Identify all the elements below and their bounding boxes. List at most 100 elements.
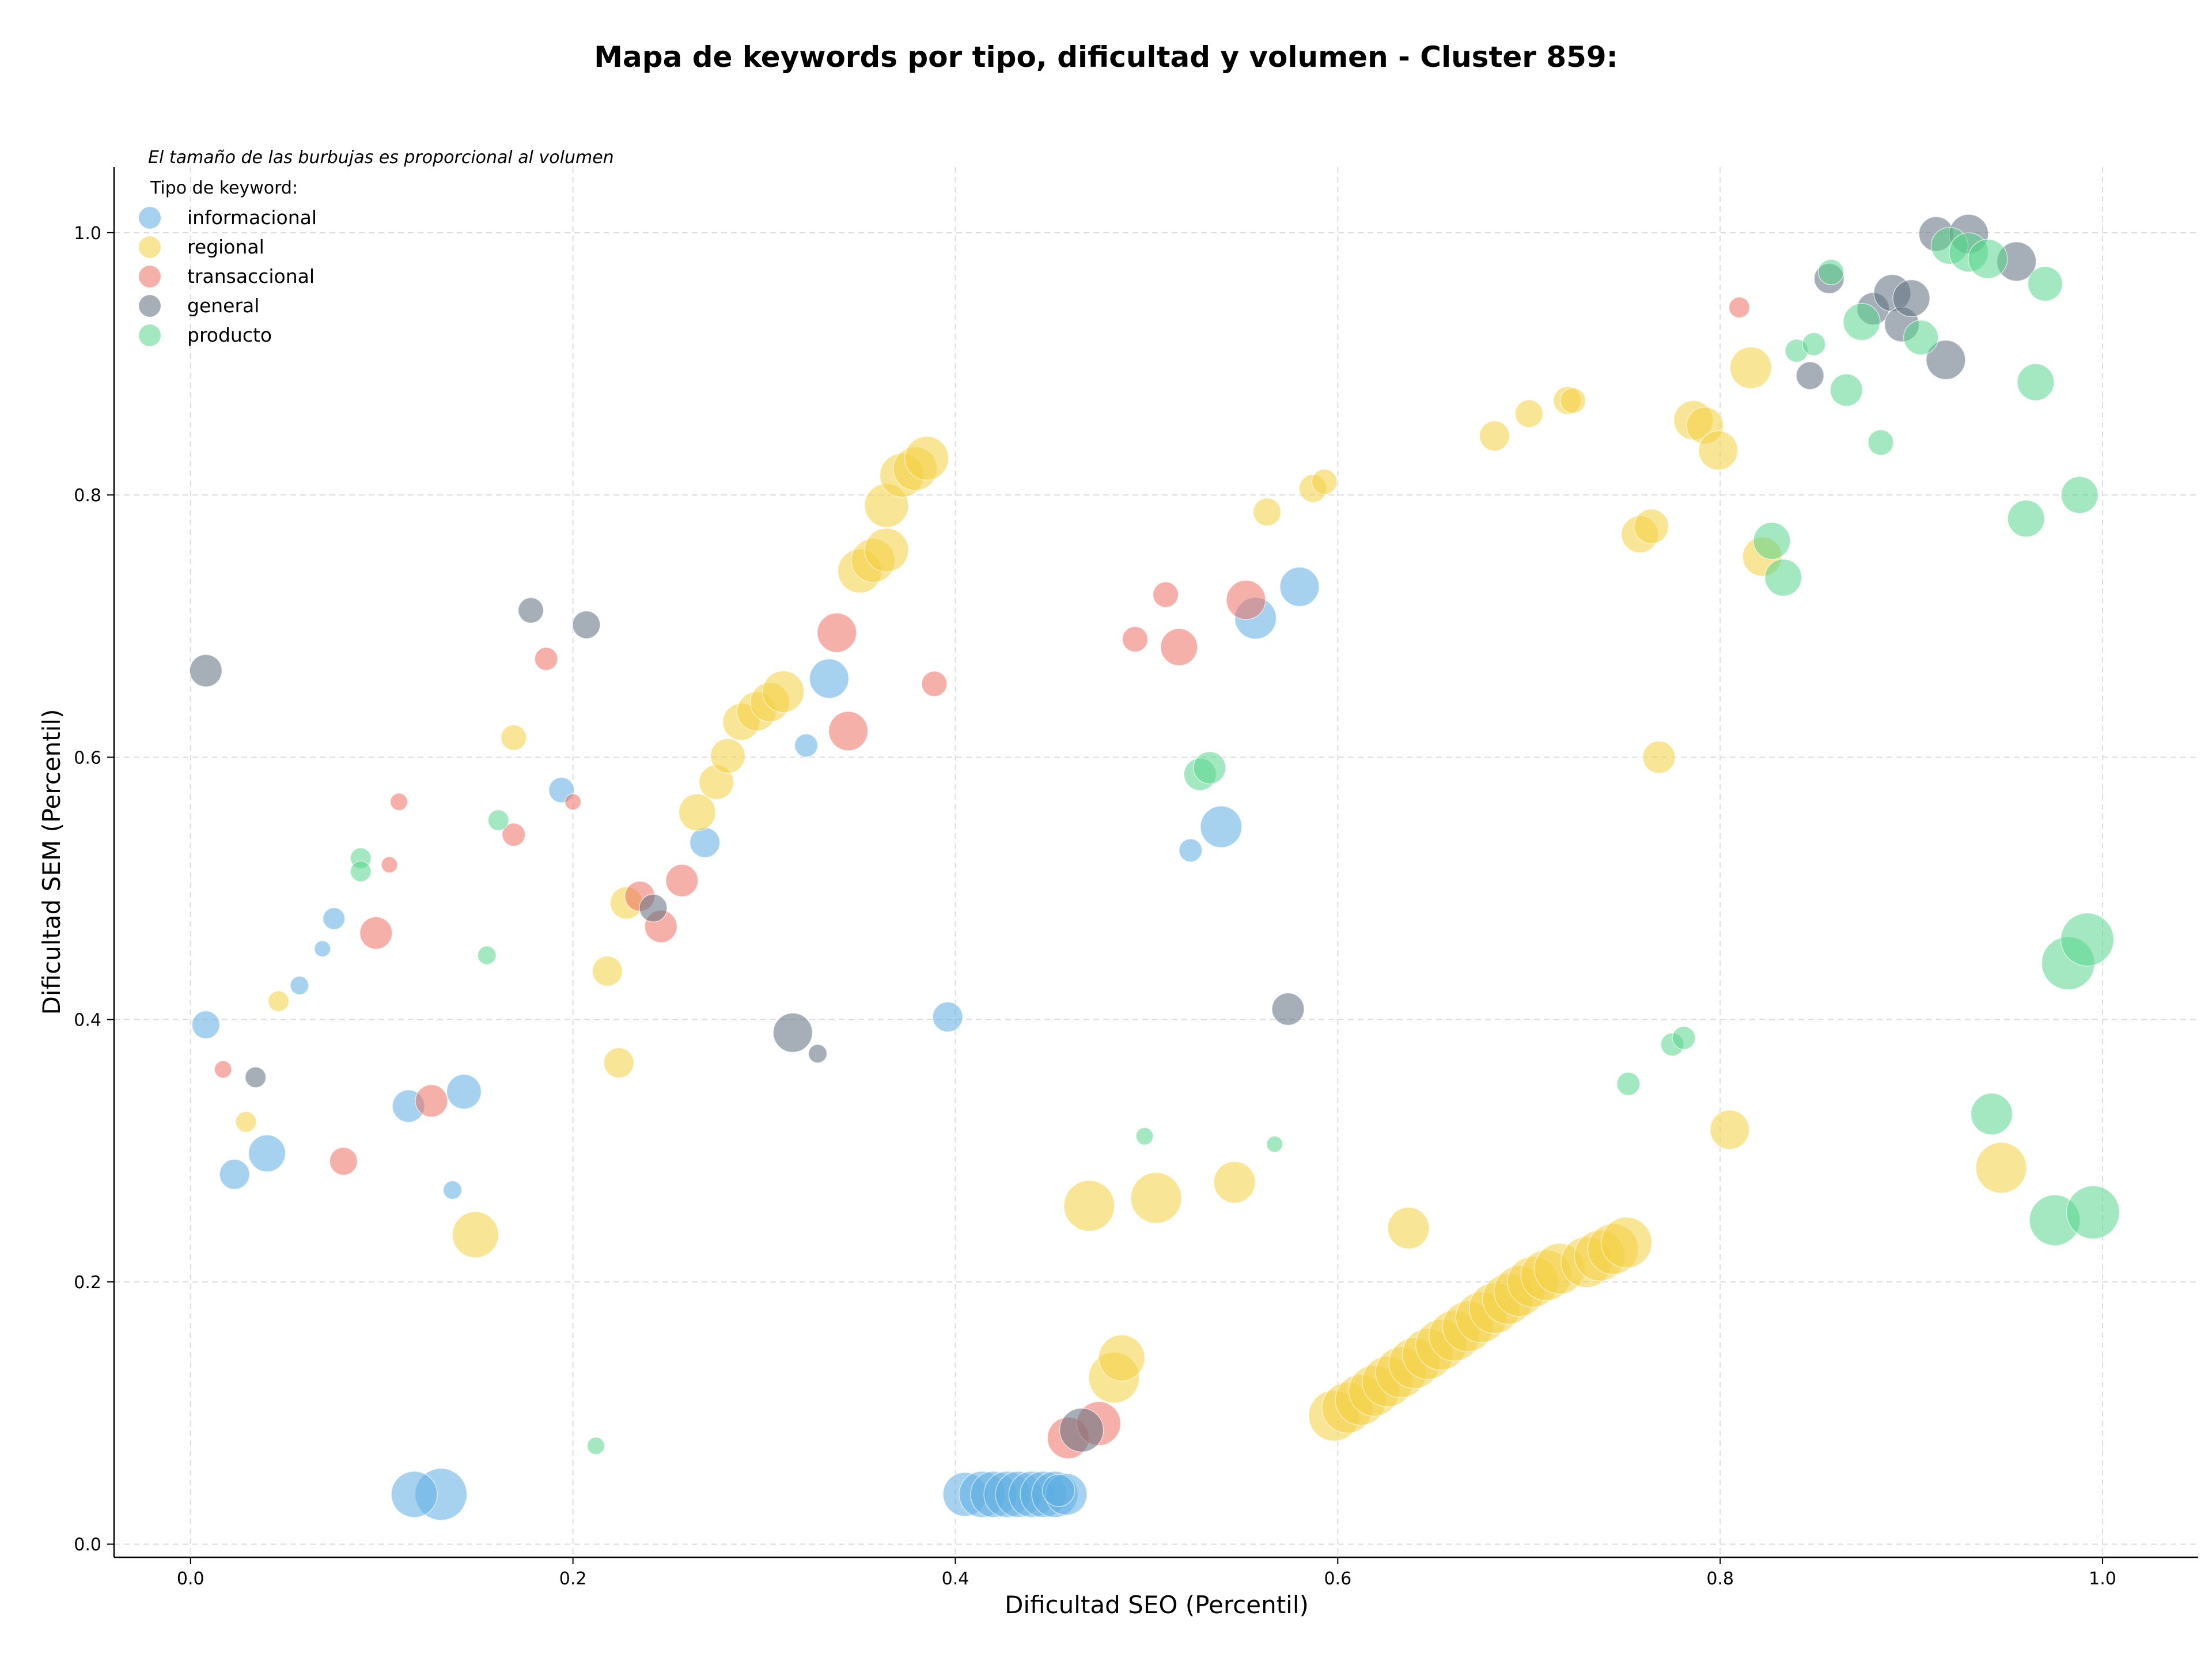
bubble-transaccional [501, 822, 526, 847]
bubble-transaccional [1226, 580, 1266, 620]
bubble-general [244, 1066, 267, 1088]
bubble-transaccional [665, 864, 699, 898]
legend-label: regional [187, 236, 264, 258]
legend-swatch [139, 324, 161, 346]
chart-title: Mapa de keywords por tipo, dificultad y … [594, 40, 1618, 74]
y-tick-label: 0.2 [74, 1273, 101, 1293]
bubble-informacional [442, 1180, 463, 1200]
y-axis-label: Dificultad SEM (Percentil) [37, 709, 66, 1015]
bubble-transaccional [921, 671, 948, 697]
bubble-regional [1633, 508, 1669, 544]
bubble-transaccional [415, 1084, 448, 1118]
series-regional [235, 346, 2027, 1441]
bubble-regional [1387, 1206, 1430, 1250]
bubble-producto [1903, 320, 1939, 355]
bubble-informacional [1178, 838, 1203, 862]
bubble-informacional [191, 1011, 221, 1039]
grid-lines [114, 167, 2198, 1557]
bubble-regional [1698, 430, 1738, 471]
bubble-producto [1193, 751, 1226, 785]
legend-label: transaccional [187, 265, 315, 287]
bubble-general [189, 654, 223, 687]
bubble-informacional [290, 975, 309, 996]
legend-title: Tipo de keyword: [150, 178, 298, 198]
bubble-regional [678, 793, 717, 831]
legend-items: informacional regional transaccional genera… [137, 203, 614, 350]
bubble-regional [1600, 1216, 1653, 1269]
axes [107, 167, 2198, 1564]
bubble-transaccional [828, 711, 869, 751]
bubble-general [517, 597, 544, 624]
bubble-producto [1672, 1026, 1696, 1050]
legend-item-general: general [137, 291, 614, 320]
legend: El tamaño de las burbujas es proporciona… [137, 147, 614, 350]
bubble-producto [1764, 558, 1802, 597]
y-tick-label: 0.0 [74, 1535, 101, 1555]
bubble-producto [2017, 363, 2055, 402]
bubble-producto [477, 945, 497, 965]
bubble-transaccional [534, 646, 558, 671]
legend-item-producto: producto [137, 320, 614, 350]
bubble-general [1059, 1408, 1104, 1452]
y-tick-label: 0.6 [74, 748, 101, 768]
bubble-informacional [794, 733, 819, 758]
bubble-producto [2007, 500, 2046, 538]
x-tick-label: 0.8 [1706, 1569, 1734, 1589]
bubble-producto [487, 809, 509, 831]
bubble-producto [586, 1436, 605, 1455]
bubble-informacional [809, 659, 850, 699]
bubble-regional [864, 527, 909, 573]
bubble-regional [452, 1211, 499, 1258]
bubble-general [1892, 279, 1930, 317]
bubble-regional [1710, 1110, 1750, 1150]
bubble-producto [350, 860, 372, 883]
bubble-informacional [1279, 566, 1320, 607]
bubble-informacional [1041, 1474, 1075, 1507]
legend-swatch [139, 265, 161, 287]
bubble-regional [1252, 497, 1282, 527]
bubble-producto [1970, 1092, 2013, 1136]
legend-label: general [187, 294, 260, 317]
bubble-general [1271, 992, 1305, 1026]
bubble-regional [1098, 1334, 1146, 1382]
bubble-regional [1213, 1161, 1256, 1204]
x-tick-label: 1.0 [2089, 1569, 2116, 1589]
bubble-transaccional [381, 856, 398, 873]
bubble-regional [1130, 1172, 1182, 1224]
bubble-regional [762, 670, 805, 713]
bubble-informacional [322, 907, 346, 930]
bubble-layer [189, 214, 2120, 1521]
bubble-transaccional [214, 1060, 232, 1079]
bubble-informacional [248, 1134, 286, 1172]
bubble-informacional [219, 1159, 250, 1190]
bubble-regional [1479, 420, 1510, 452]
bubble-informacional [689, 827, 721, 858]
x-tick-label: 0.4 [942, 1569, 969, 1589]
y-tick-label: 1.0 [74, 224, 101, 244]
x-tick-label: 0.0 [177, 1569, 204, 1589]
bubble-transaccional [564, 793, 582, 811]
x-tick-label: 0.6 [1324, 1569, 1351, 1589]
y-tick-label: 0.8 [74, 486, 101, 506]
bubble-producto [1968, 239, 2008, 279]
series-general [189, 214, 2037, 1452]
bubble-producto [1817, 259, 1844, 285]
legend-item-transaccional: transaccional [137, 262, 614, 291]
bubble-regional [1729, 346, 1772, 389]
bubble-producto [1802, 332, 1826, 357]
legend-label: informacional [187, 206, 317, 229]
bubble-general [572, 610, 601, 640]
bubble-producto [2061, 476, 2099, 514]
bubble-producto [1753, 522, 1791, 560]
bubble-general [1926, 339, 1966, 380]
legend-swatch [139, 206, 161, 229]
series-informacional [191, 566, 1320, 1521]
bubble-regional [500, 724, 527, 751]
bubble-general [1796, 361, 1824, 390]
bubble-regional [1514, 399, 1544, 428]
bubble-transaccional [389, 793, 408, 811]
bubble-general [639, 894, 668, 922]
bubble-general [808, 1044, 828, 1064]
legend-swatch [139, 236, 161, 258]
